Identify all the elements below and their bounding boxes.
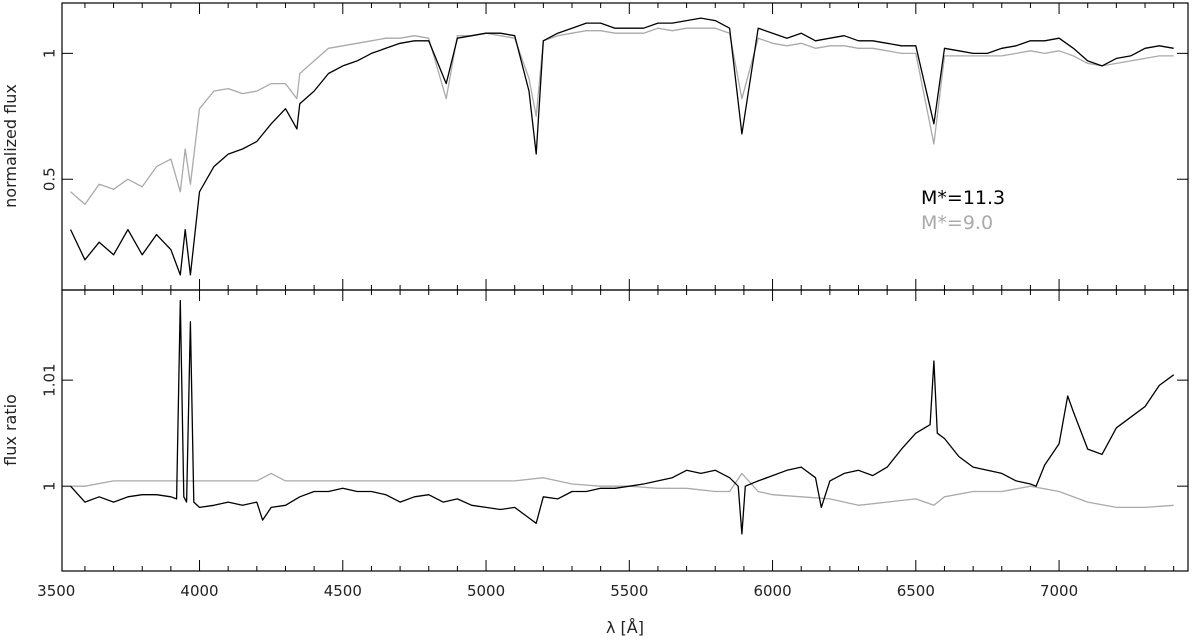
top-series-line: [70, 17, 1174, 276]
top-series-line: [70, 27, 1174, 206]
bottom-panel-y-tick-labels: 11.01: [41, 363, 59, 491]
x-tick-label: 5500: [610, 582, 648, 600]
bottom-panel-ticks: [62, 290, 1188, 571]
x-tick-label: 6000: [753, 582, 791, 600]
x-tick-label: 6500: [897, 582, 935, 600]
top-panel-frame: [61, 2, 1189, 291]
x-tick-label: 4000: [180, 582, 218, 600]
bottom-y-tick-label: 1.01: [41, 363, 59, 396]
top-y-tick-label: 1: [41, 49, 59, 59]
bottom-series-line: [70, 472, 1174, 509]
top-panel-ticks: [62, 3, 1188, 290]
x-tick-label: 3500: [37, 582, 75, 600]
top-y-axis-label: normalized flux: [1, 84, 20, 208]
x-tick-labels: 3500 4000 4500 5000 5500 6000 6500 7000: [37, 582, 1078, 600]
x-tick-label: 5000: [467, 582, 505, 600]
top-panel-spectra: [70, 17, 1174, 276]
top-panel-y-tick-labels: 0.51: [41, 49, 59, 192]
bottom-y-tick-label: 1: [41, 481, 59, 491]
top-y-tick-label: 0.5: [41, 167, 59, 191]
bottom-y-axis-label: flux ratio: [1, 394, 20, 466]
legend-entry-2: M*=9.0: [921, 212, 993, 234]
legend-entry-1: M*=11.3: [921, 187, 1005, 209]
x-axis-label: λ [Å]: [606, 618, 644, 637]
x-tick-label: 4500: [324, 582, 362, 600]
bottom-series-line: [70, 299, 1175, 535]
bottom-panel-frame: [61, 289, 1189, 572]
x-tick-label: 7000: [1040, 582, 1078, 600]
bottom-panel-ratios: [70, 299, 1175, 535]
